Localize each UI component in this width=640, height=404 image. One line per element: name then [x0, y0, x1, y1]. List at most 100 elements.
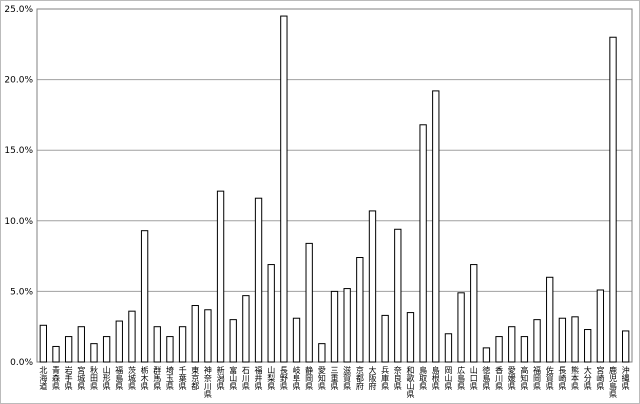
bar	[280, 15, 288, 363]
x-tick-label: 三重県	[330, 366, 339, 391]
bar	[292, 317, 301, 363]
x-tick-label: 青森県	[51, 365, 60, 391]
bar	[381, 314, 389, 363]
x-tick-label: 大阪府	[368, 365, 377, 391]
x-tick-label: 兵庫県	[381, 365, 390, 391]
bar	[419, 124, 427, 363]
y-tick-label: 15.0%	[4, 146, 33, 156]
bar	[533, 319, 541, 363]
bar	[128, 310, 136, 363]
bar	[267, 264, 275, 363]
bar	[558, 317, 567, 363]
x-tick-label: 新潟県	[216, 365, 225, 391]
x-tick-label: 鳥取県	[419, 365, 428, 391]
bar	[102, 336, 111, 363]
x-tick-label: 福井県	[254, 366, 263, 391]
y-tick-label: 5.0%	[10, 287, 33, 297]
bar	[432, 90, 440, 363]
x-tick-label: 和歌山県	[406, 366, 415, 399]
x-tick-label: 宮城県	[77, 365, 86, 391]
x-tick-label: 千葉県	[178, 365, 187, 391]
x-tick-label: 東京都	[191, 365, 200, 391]
x-tick-label: 宮崎県	[596, 365, 605, 391]
y-tick-label: 20.0%	[4, 76, 33, 86]
bar	[178, 326, 187, 363]
bar	[216, 190, 225, 363]
bar	[229, 319, 237, 363]
bar	[115, 320, 123, 363]
x-tick-label: 福岡県	[533, 366, 542, 391]
bar	[546, 276, 554, 363]
bar	[495, 336, 503, 363]
bar	[356, 257, 364, 363]
x-tick-label: 石川県	[241, 366, 250, 391]
bar	[508, 326, 516, 363]
bar	[368, 210, 377, 363]
x-tick-label: 沖縄県	[621, 365, 630, 391]
x-tick-label: 佐賀県	[545, 365, 554, 391]
bar	[254, 197, 263, 363]
bar	[343, 288, 351, 363]
x-tick-label: 鹿児島県	[609, 365, 618, 399]
y-tick-label: 0.0%	[10, 358, 33, 368]
x-tick-label: 岩手県	[64, 365, 73, 391]
bar	[140, 230, 149, 363]
bar	[90, 343, 98, 363]
x-tick-label: 群馬県	[153, 365, 162, 391]
bar	[457, 292, 465, 363]
x-tick-label: 愛媛県	[507, 365, 516, 391]
x-tick-label: 島根県	[431, 365, 440, 391]
x-tick-label: 北海道	[39, 366, 48, 391]
y-tick-label: 10.0%	[4, 217, 33, 227]
bar	[330, 290, 339, 363]
x-tick-label: 大分県	[583, 365, 592, 391]
bar	[204, 309, 212, 363]
bar	[520, 336, 529, 363]
bar	[39, 324, 47, 363]
x-tick-label: 埼玉県	[165, 365, 174, 391]
x-tick-label: 愛知県	[317, 365, 326, 391]
x-tick-label: 静岡県	[305, 365, 314, 391]
bar	[444, 333, 453, 363]
x-tick-label: 高知県	[520, 365, 529, 391]
x-tick-label: 奈良県	[393, 365, 402, 391]
bar	[406, 312, 415, 363]
x-tick-label: 徳島県	[482, 365, 491, 391]
y-tick-label: 25.0%	[4, 5, 33, 15]
x-tick-label: 長崎県	[558, 366, 567, 391]
x-tick-label: 岐阜県	[292, 365, 301, 391]
bar	[609, 36, 617, 363]
x-tick-label: 山梨県	[267, 365, 276, 391]
x-tick-label: 栃木県	[140, 365, 149, 391]
x-tick-label: 岡山県	[444, 366, 453, 391]
x-tick-label: 茨城県	[127, 365, 136, 391]
bar	[153, 326, 161, 363]
bar	[394, 228, 402, 363]
bar	[166, 336, 174, 363]
bar	[191, 305, 199, 363]
x-tick-label: 京都府	[355, 365, 364, 391]
bar	[584, 329, 592, 363]
bar	[305, 242, 313, 363]
x-tick-label: 長野県	[279, 366, 288, 391]
x-tick-label: 広島県	[457, 365, 466, 391]
x-tick-label: 香川県	[495, 365, 504, 391]
bar	[470, 264, 478, 363]
bar	[318, 343, 326, 363]
x-tick-label: 秋田県	[89, 365, 98, 391]
bar	[571, 316, 579, 363]
x-tick-label: 富山県	[229, 365, 238, 391]
x-tick-label: 熊本県	[571, 365, 580, 391]
bar	[622, 330, 630, 363]
x-tick-label: 神奈川県	[203, 365, 212, 399]
bar	[52, 345, 60, 363]
x-tick-label: 福島県	[115, 366, 124, 391]
bar	[482, 347, 491, 363]
bar	[242, 295, 250, 363]
x-tick-label: 山形県	[102, 365, 111, 391]
bar	[596, 289, 605, 363]
x-tick-label: 滋賀県	[343, 365, 352, 391]
x-tick-label: 山口県	[469, 365, 478, 391]
